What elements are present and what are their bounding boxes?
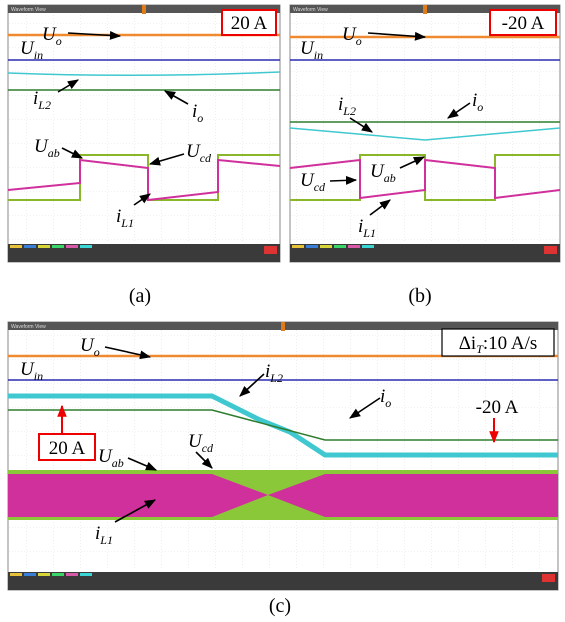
badge-text: ΔiT:10 A/s — [459, 333, 538, 356]
label-sub: o — [356, 34, 362, 48]
stop-button — [542, 574, 555, 582]
badge-text: 20 A — [231, 13, 268, 34]
channel-chip — [348, 245, 360, 248]
caption: (c) — [269, 595, 291, 617]
arrow — [330, 180, 356, 181]
channel-chip — [80, 245, 92, 248]
label-sub: ab — [384, 171, 396, 185]
label-sub: o — [197, 111, 203, 125]
label-sub: L1 — [362, 226, 376, 240]
channel-chip — [52, 245, 64, 248]
panel-a: Waveform View20 AUoUiniL2ioUabUcdiL1(a) — [8, 5, 280, 307]
badge-post: :10 A/s — [483, 333, 537, 354]
label-sub: cd — [202, 441, 214, 455]
channel-chip — [52, 573, 64, 576]
header-text: Waveform View — [293, 7, 328, 13]
end-label: -20 A — [476, 397, 519, 418]
trigger-marker — [423, 5, 427, 14]
start-label: 20 A — [49, 438, 86, 459]
label-sub: cd — [200, 151, 212, 165]
channel-chip — [24, 573, 36, 576]
label-sub: in — [314, 48, 323, 62]
label-sub: L1 — [120, 216, 134, 230]
label-sub: in — [34, 369, 43, 383]
label-sub: o — [385, 396, 391, 410]
label-sub: L2 — [37, 98, 51, 112]
header-text: Waveform View — [11, 7, 46, 13]
caption: (a) — [129, 285, 151, 307]
channel-chip — [10, 573, 22, 576]
label-sub: o — [56, 34, 62, 48]
label-sub: o — [94, 345, 100, 359]
stop-button — [264, 246, 277, 254]
label-sub: cd — [314, 180, 326, 194]
trigger-marker — [142, 5, 146, 14]
label-sub: L2 — [342, 104, 356, 118]
channel-chip — [24, 245, 36, 248]
label-sub: ab — [48, 146, 60, 160]
label-sub: L2 — [269, 371, 283, 385]
channel-chip — [38, 245, 50, 248]
scope-grid — [8, 13, 280, 242]
channel-chip — [66, 245, 78, 248]
label-sub: L1 — [99, 533, 113, 547]
channel-chip — [10, 245, 22, 248]
header-text: Waveform View — [11, 324, 46, 330]
stop-button — [544, 246, 557, 254]
channel-chip — [320, 245, 332, 248]
channel-chip — [38, 573, 50, 576]
channel-chip — [362, 245, 374, 248]
scope-grid — [290, 13, 560, 242]
label-sub: o — [477, 100, 483, 114]
channel-chip — [66, 573, 78, 576]
figure: Waveform View20 AUoUiniL2ioUabUcdiL1(a)W… — [0, 0, 565, 622]
label-sub: in — [34, 48, 43, 62]
channel-chip — [306, 245, 318, 248]
channel-chip — [80, 573, 92, 576]
badge-pre: Δi — [459, 333, 477, 354]
caption: (b) — [408, 285, 431, 307]
trigger-marker — [281, 322, 285, 331]
badge-text: -20 A — [502, 13, 545, 34]
channel-chip — [334, 245, 346, 248]
label-sub: ab — [112, 456, 124, 470]
channel-chip — [292, 245, 304, 248]
